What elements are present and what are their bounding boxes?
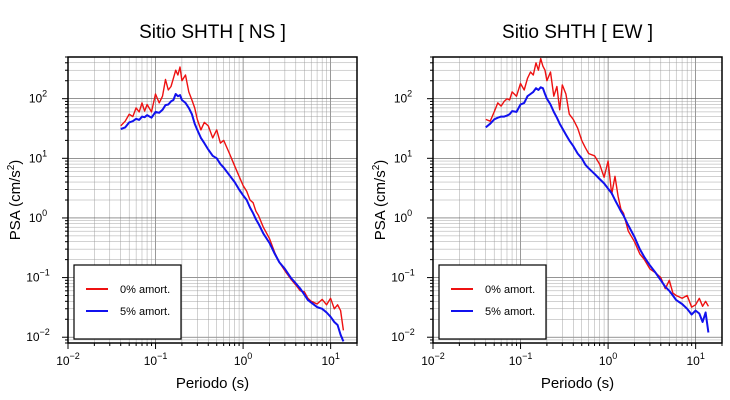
legend-label: 5% amort. xyxy=(120,306,170,318)
chart-panel-2: 10−2 10−1 100 101 10−2 10−1 100 101 102 Sitio SHT… xyxy=(371,22,723,392)
legend-box xyxy=(438,264,547,340)
x-tick-label: 10−2 xyxy=(421,351,445,368)
x-axis-label: Periodo (s) xyxy=(541,375,614,392)
y-tick-label: 102 xyxy=(29,89,47,106)
y-tick-label: 101 xyxy=(394,148,412,165)
y-tick-label: 100 xyxy=(29,208,47,225)
y-tick-label: 100 xyxy=(394,208,412,225)
legend-label: 5% amort. xyxy=(485,306,535,318)
legend-label: 0% amort. xyxy=(120,284,170,296)
y-tick-label: 10−1 xyxy=(26,268,50,285)
chart-title: Sitio SHTH [ NS ] xyxy=(139,22,286,43)
y-tick-label: 102 xyxy=(394,89,412,106)
x-tick-label: 100 xyxy=(599,351,617,368)
chart-panel-1: 10−2 10−1 100 101 10−2 10−1 100 101 102 Sitio SHT… xyxy=(6,22,358,392)
series-line-amort-0 xyxy=(485,57,710,308)
y-axis-label: PSA (cm/s2) xyxy=(6,160,24,241)
y-axis-label: PSA (cm/s2) xyxy=(371,160,389,241)
x-tick-label: 101 xyxy=(686,351,704,368)
series-line-amort-5 xyxy=(485,86,710,333)
x-tick-label: 100 xyxy=(234,351,252,368)
legend-box xyxy=(73,264,182,340)
y-tick-label: 10−2 xyxy=(391,327,415,344)
y-tick-label: 10−1 xyxy=(391,268,415,285)
chart-title: Sitio SHTH [ EW ] xyxy=(502,22,653,43)
x-tick-label: 10−2 xyxy=(56,351,80,368)
legend: 0% amort. 5% amort. xyxy=(73,264,182,340)
series-line-amort-0 xyxy=(120,66,345,331)
y-tick-label: 10−2 xyxy=(26,327,50,344)
series-line-amort-5 xyxy=(120,93,345,342)
x-tick-label: 101 xyxy=(321,351,339,368)
y-tick-label: 101 xyxy=(29,148,47,165)
x-tick-label: 10−1 xyxy=(144,351,168,368)
legend-label: 0% amort. xyxy=(485,284,535,296)
x-tick-label: 10−1 xyxy=(509,351,533,368)
x-axis-label: Periodo (s) xyxy=(176,375,249,392)
legend: 0% amort. 5% amort. xyxy=(438,264,547,340)
